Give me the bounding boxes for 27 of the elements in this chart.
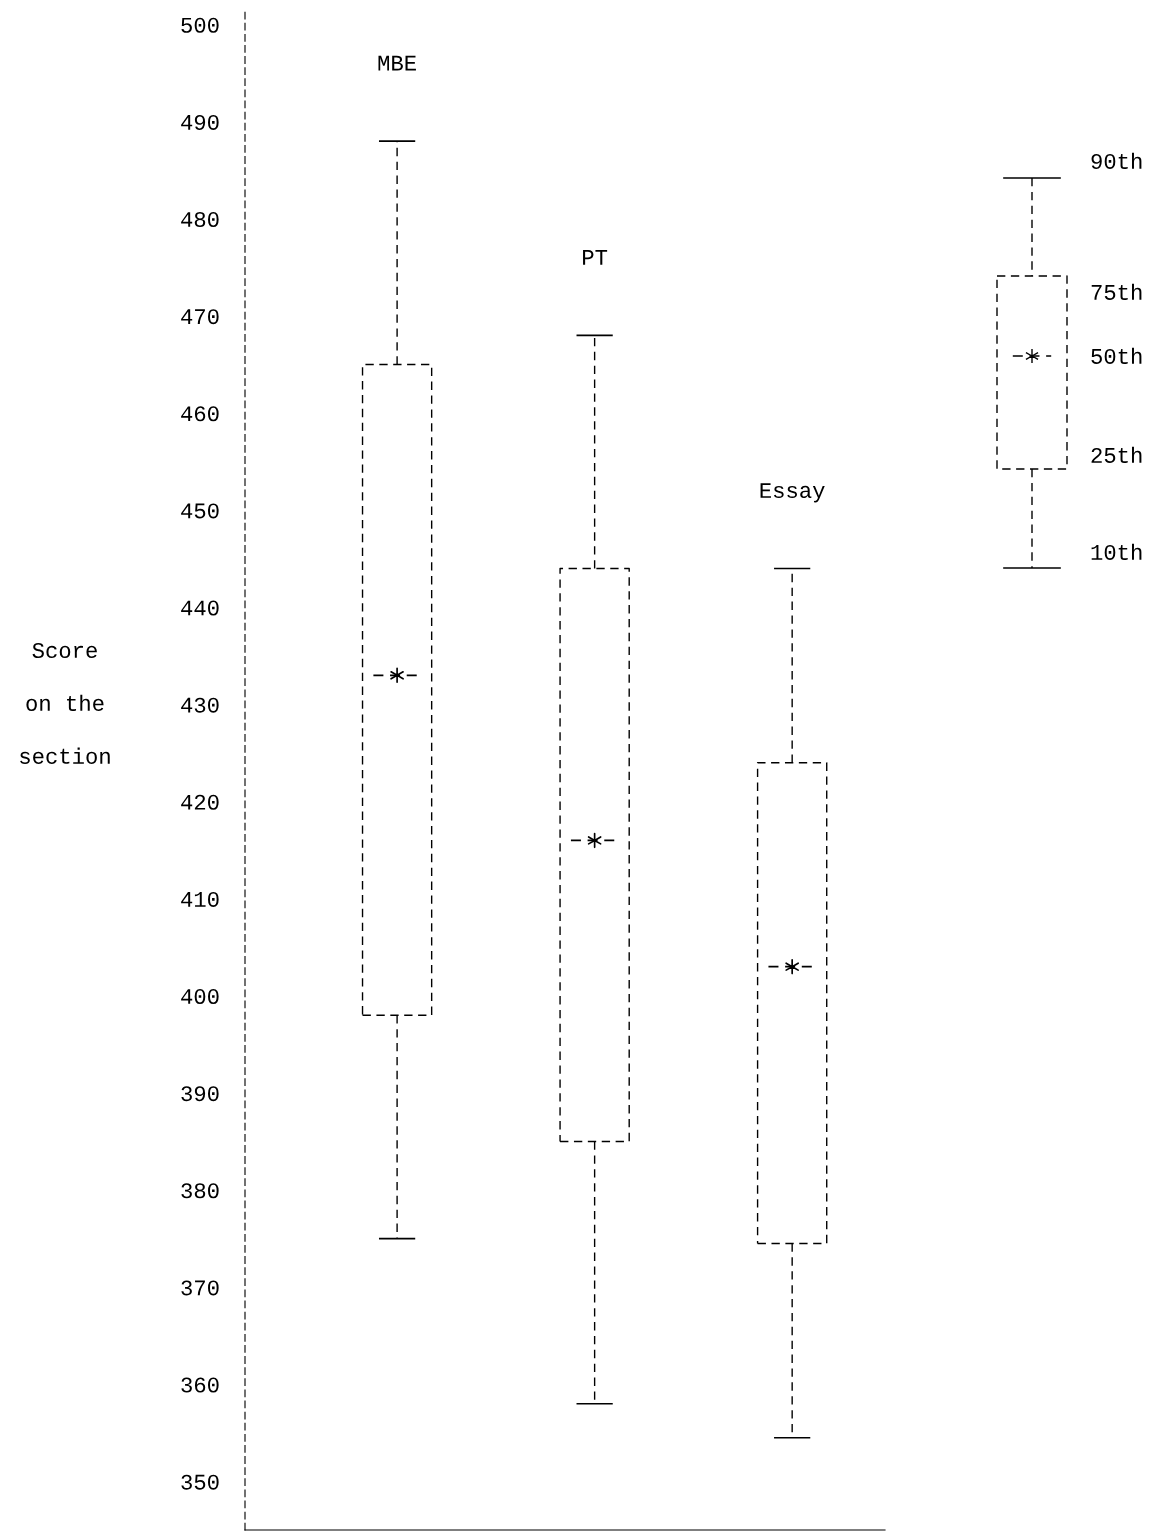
point xyxy=(390,667,404,684)
y-tick-label: 490 xyxy=(181,114,219,130)
y-tick-label: 390 xyxy=(181,1086,219,1102)
text: 25th xyxy=(1091,446,1142,463)
y-tick-label: 480 xyxy=(181,212,219,228)
y-tick-label: 370 xyxy=(181,1280,219,1296)
x-tick-label: Essay xyxy=(760,483,825,503)
y-tick-label: 500 xyxy=(181,17,219,33)
point xyxy=(785,958,800,975)
text: 10th xyxy=(1091,543,1142,560)
y-tick-label: 450 xyxy=(181,503,219,519)
x-tick-label: PT xyxy=(583,250,608,265)
y-tick-label: 460 xyxy=(181,406,219,422)
y-tick-label: 380 xyxy=(181,1183,219,1199)
text: Score on the section xyxy=(20,642,110,764)
y-tick-label: 410 xyxy=(181,891,219,907)
x-tick-label: MBE xyxy=(378,55,416,71)
text: 50th xyxy=(1091,347,1142,364)
y-tick-label: 420 xyxy=(181,794,219,810)
y-tick-label: 400 xyxy=(181,989,219,1005)
y-tick-label: 430 xyxy=(181,697,219,713)
text: 90th xyxy=(1091,152,1142,169)
y-tick-label: 470 xyxy=(181,309,219,325)
y-tick-label: 440 xyxy=(181,600,219,616)
text: 75th xyxy=(1091,283,1142,300)
y-tick-label: 360 xyxy=(181,1377,219,1393)
y-tick-label: 350 xyxy=(181,1474,219,1490)
